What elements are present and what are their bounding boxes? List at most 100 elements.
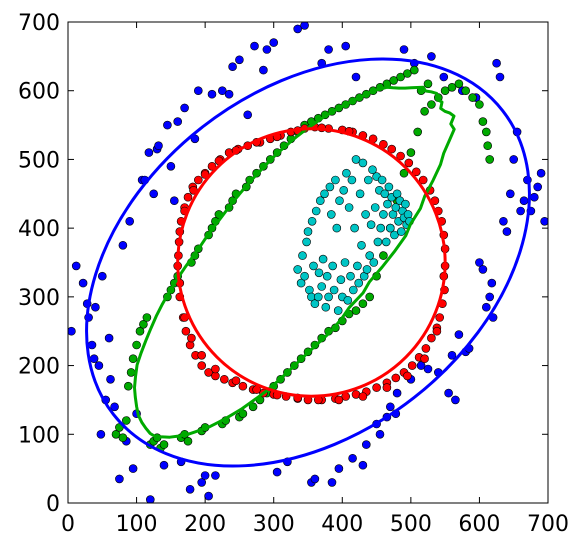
data-point <box>94 361 104 370</box>
data-point <box>163 120 172 130</box>
y-tick-label: 400 <box>18 217 60 242</box>
y-tick-label: 200 <box>18 355 60 380</box>
data-point <box>170 196 179 205</box>
data-point <box>502 227 512 236</box>
data-point <box>516 206 525 216</box>
data-point <box>303 227 313 236</box>
data-point <box>300 22 309 30</box>
data-point <box>228 62 237 71</box>
data-point <box>194 86 203 95</box>
data-point <box>478 117 488 126</box>
x-tick-label: 200 <box>184 512 226 537</box>
data-point <box>483 141 493 150</box>
data-point <box>350 223 359 233</box>
data-point <box>427 100 436 109</box>
data-point <box>454 79 464 89</box>
data-point <box>126 368 136 377</box>
data-point <box>376 223 386 233</box>
series-3 <box>293 155 414 315</box>
plot-area <box>68 22 548 503</box>
data-point <box>96 429 106 439</box>
data-point <box>298 251 307 260</box>
data-point <box>183 436 193 446</box>
data-point <box>132 340 141 350</box>
data-point <box>334 395 344 405</box>
data-point <box>317 282 327 291</box>
data-point <box>391 203 401 212</box>
data-point <box>142 313 152 322</box>
data-point <box>259 65 268 75</box>
data-point <box>322 271 332 281</box>
data-point <box>351 72 361 82</box>
x-tick-label: 600 <box>458 512 500 537</box>
data-point <box>377 175 387 185</box>
data-point <box>180 103 189 113</box>
data-point <box>118 241 128 250</box>
data-point <box>207 89 217 99</box>
data-point <box>343 295 353 305</box>
data-point <box>495 72 505 82</box>
data-point <box>235 55 244 65</box>
data-point <box>98 271 107 281</box>
fit-curve <box>133 85 456 439</box>
data-point <box>418 175 428 185</box>
data-point <box>332 223 342 233</box>
data-point <box>335 196 344 205</box>
data-point <box>358 460 368 470</box>
data-point <box>111 429 121 439</box>
data-point <box>348 285 358 295</box>
data-point <box>354 278 364 288</box>
y-tick-label: 300 <box>18 286 60 311</box>
y-tick-label: 600 <box>18 80 60 105</box>
data-point <box>89 354 99 364</box>
data-point <box>183 192 193 202</box>
fit-ellipse <box>85 57 531 468</box>
data-point <box>342 168 351 178</box>
data-point <box>220 374 229 384</box>
data-point <box>313 292 323 302</box>
data-point <box>509 155 519 164</box>
data-point <box>71 261 81 271</box>
data-point <box>326 210 336 219</box>
data-point <box>432 326 442 336</box>
data-point <box>194 175 203 185</box>
data-point <box>78 278 88 288</box>
data-point <box>106 374 115 384</box>
data-point <box>370 203 380 212</box>
data-point <box>91 302 100 312</box>
data-point <box>329 285 339 295</box>
data-point <box>369 258 379 267</box>
data-point <box>389 76 399 85</box>
data-point <box>118 433 128 443</box>
data-point <box>104 333 114 343</box>
fit-circle <box>176 127 447 398</box>
data-point <box>300 271 309 281</box>
y-tick-label: 500 <box>18 148 60 173</box>
data-point <box>387 144 397 154</box>
data-point <box>307 217 317 226</box>
data-point <box>149 189 158 199</box>
data-point <box>204 491 213 501</box>
data-point <box>296 278 306 288</box>
data-point <box>382 383 392 392</box>
data-point <box>248 402 258 412</box>
data-point <box>391 373 401 383</box>
data-point <box>411 167 421 177</box>
data-point <box>478 265 488 274</box>
data-point <box>423 79 433 89</box>
data-point <box>166 162 176 171</box>
data-point <box>380 189 390 199</box>
data-point <box>379 251 388 260</box>
data-point <box>399 45 409 54</box>
data-point <box>366 220 376 229</box>
data-point <box>481 302 491 312</box>
data-point <box>519 196 529 205</box>
data-point <box>451 395 460 405</box>
data-point <box>243 110 252 120</box>
data-point <box>358 299 368 309</box>
data-point <box>392 388 402 398</box>
data-point <box>404 158 414 168</box>
axis-ticks: 0 100 200 300 400 500 600 700 0 100 200 300 400 500 60… <box>18 11 569 537</box>
data-point <box>336 275 346 285</box>
data-point <box>403 210 413 219</box>
